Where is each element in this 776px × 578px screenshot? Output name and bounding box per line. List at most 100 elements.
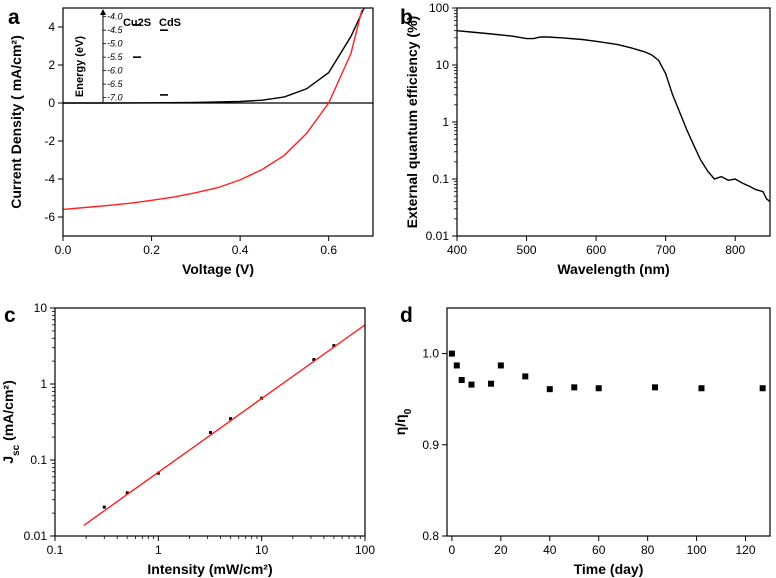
y-tick-label: 1 bbox=[40, 377, 47, 391]
y-tick-label: 0.1 bbox=[432, 172, 449, 186]
x-tick-label: 400 bbox=[447, 243, 467, 257]
y-tick-label: 0.9 bbox=[422, 438, 439, 452]
inset-tick-label: -4.0 bbox=[107, 12, 123, 22]
data-point bbox=[332, 344, 336, 348]
data-point bbox=[209, 431, 213, 435]
x-tick-label: 1 bbox=[155, 543, 162, 557]
y-axis-title-rest: (mA/cm²) bbox=[0, 380, 16, 445]
x-tick-label: 0.2 bbox=[143, 243, 160, 257]
x-tick-label: 0.4 bbox=[232, 243, 249, 257]
x-tick-label: 10 bbox=[255, 543, 269, 557]
x-axis-title: Intensity (mW/cm²) bbox=[147, 561, 272, 577]
series-line-fit bbox=[83, 324, 365, 526]
data-point bbox=[229, 417, 233, 421]
inset-energy-diagram: -4.0 -4.5 -5.0 -5.5 -6.0 -6.5 -7.0 Energy (eV) C… bbox=[74, 9, 181, 103]
y-axis-title-sub: sc bbox=[11, 444, 22, 456]
y-tick-label: 0.1 bbox=[30, 453, 47, 467]
x-tick-label: 0.6 bbox=[320, 243, 337, 257]
inset-tick-label: -4.5 bbox=[107, 25, 124, 35]
y-tick-label: 0.01 bbox=[426, 229, 450, 243]
y-tick-label: 100 bbox=[429, 1, 449, 15]
x-tick-label: 40 bbox=[543, 543, 557, 557]
y-axis-title: η/η0 bbox=[392, 408, 414, 435]
y-tick-label: -2 bbox=[44, 134, 55, 148]
x-tick-label: 0 bbox=[449, 543, 456, 557]
data-point bbox=[698, 385, 705, 392]
panel-a: a 0.0 0.2 0.4 0.6 -6 -4 -2 0 2 4 Voltage (V) Current… bbox=[8, 6, 374, 277]
inset-axis-title: Energy (eV) bbox=[74, 36, 86, 97]
plot-frame bbox=[456, 7, 771, 237]
y-axis-title-main: J bbox=[0, 456, 16, 464]
y-tick-label: 1.0 bbox=[422, 347, 439, 361]
data-point bbox=[453, 362, 460, 369]
x-tick-label: 700 bbox=[656, 243, 676, 257]
y-axis-title: Jsc (mA/cm²) bbox=[0, 380, 22, 463]
data-point bbox=[651, 384, 658, 391]
plot-frame bbox=[446, 307, 771, 537]
plot-frame bbox=[54, 307, 366, 537]
y-tick-label: 1 bbox=[442, 115, 449, 129]
inset-tick-label: -5.0 bbox=[107, 39, 123, 49]
data-point bbox=[497, 362, 504, 369]
data-point bbox=[546, 386, 553, 393]
inset-material-label: CdS bbox=[159, 17, 181, 29]
y-tick-label: -6 bbox=[44, 210, 55, 224]
y-axis-title: External quantum efficiency (%) bbox=[404, 16, 420, 228]
x-tick-label: 800 bbox=[725, 243, 745, 257]
y-tick-label: 4 bbox=[48, 20, 55, 34]
x-tick-label: 500 bbox=[517, 243, 537, 257]
x-tick-label: 20 bbox=[494, 543, 508, 557]
y-tick-label: 0.01 bbox=[24, 529, 48, 543]
x-tick-label: 600 bbox=[586, 243, 606, 257]
y-tick-label: 2 bbox=[48, 58, 55, 72]
x-axis-title: Time (day) bbox=[574, 561, 644, 577]
x-axis-title: Wavelength (nm) bbox=[557, 261, 669, 277]
x-tick-label: 0.0 bbox=[55, 243, 72, 257]
series-line-illuminated bbox=[63, 9, 363, 211]
x-tick-label: 0.1 bbox=[47, 543, 64, 557]
data-point bbox=[488, 380, 495, 387]
data-point bbox=[102, 505, 106, 509]
x-axis-title: Voltage (V) bbox=[182, 261, 254, 277]
data-point bbox=[156, 471, 160, 475]
inset-material-label: Cu2S bbox=[123, 17, 151, 29]
panel-letter-b: b bbox=[400, 6, 413, 29]
panel-b: b 400 500 600 700 800 0.01 0.1 1 10 100 Wavelength … bbox=[400, 1, 771, 277]
inset-tick-label: -6.5 bbox=[107, 79, 124, 89]
inset-axis-arrow bbox=[100, 9, 106, 15]
inset-tick-label: -7.0 bbox=[107, 93, 123, 103]
data-point bbox=[312, 358, 316, 362]
data-point bbox=[571, 384, 578, 391]
data-point bbox=[759, 385, 766, 392]
data-point bbox=[448, 350, 455, 357]
x-tick-label: 100 bbox=[355, 543, 375, 557]
data-point bbox=[468, 381, 475, 388]
panel-letter-d: d bbox=[400, 304, 413, 327]
series-line-dark bbox=[63, 8, 365, 104]
y-axis-title-main: η/η bbox=[392, 414, 408, 435]
data-point bbox=[595, 385, 602, 392]
y-tick-label: 10 bbox=[436, 58, 450, 72]
y-tick-label: -4 bbox=[44, 172, 55, 186]
data-point bbox=[125, 491, 129, 495]
inset-tick-label: -5.5 bbox=[107, 52, 124, 62]
x-tick-label: 120 bbox=[736, 543, 756, 557]
y-tick-label: 0.8 bbox=[422, 529, 439, 543]
inset-tick-label: -6.0 bbox=[107, 66, 123, 76]
data-point bbox=[522, 373, 529, 380]
y-tick-label: 0 bbox=[48, 96, 55, 110]
plot-frame bbox=[62, 7, 374, 237]
series-line-EQE bbox=[457, 30, 770, 203]
panel-letter-c: c bbox=[4, 304, 16, 327]
x-tick-label: 100 bbox=[687, 543, 707, 557]
data-point bbox=[458, 377, 465, 384]
x-tick-label: 80 bbox=[641, 543, 655, 557]
y-axis-title-sub: 0 bbox=[403, 408, 414, 414]
y-axis-title: Current Density ( mA/cm²) bbox=[8, 35, 24, 208]
panel-letter-a: a bbox=[8, 6, 20, 29]
x-tick-label: 60 bbox=[592, 543, 606, 557]
y-tick-label: 10 bbox=[34, 301, 48, 315]
